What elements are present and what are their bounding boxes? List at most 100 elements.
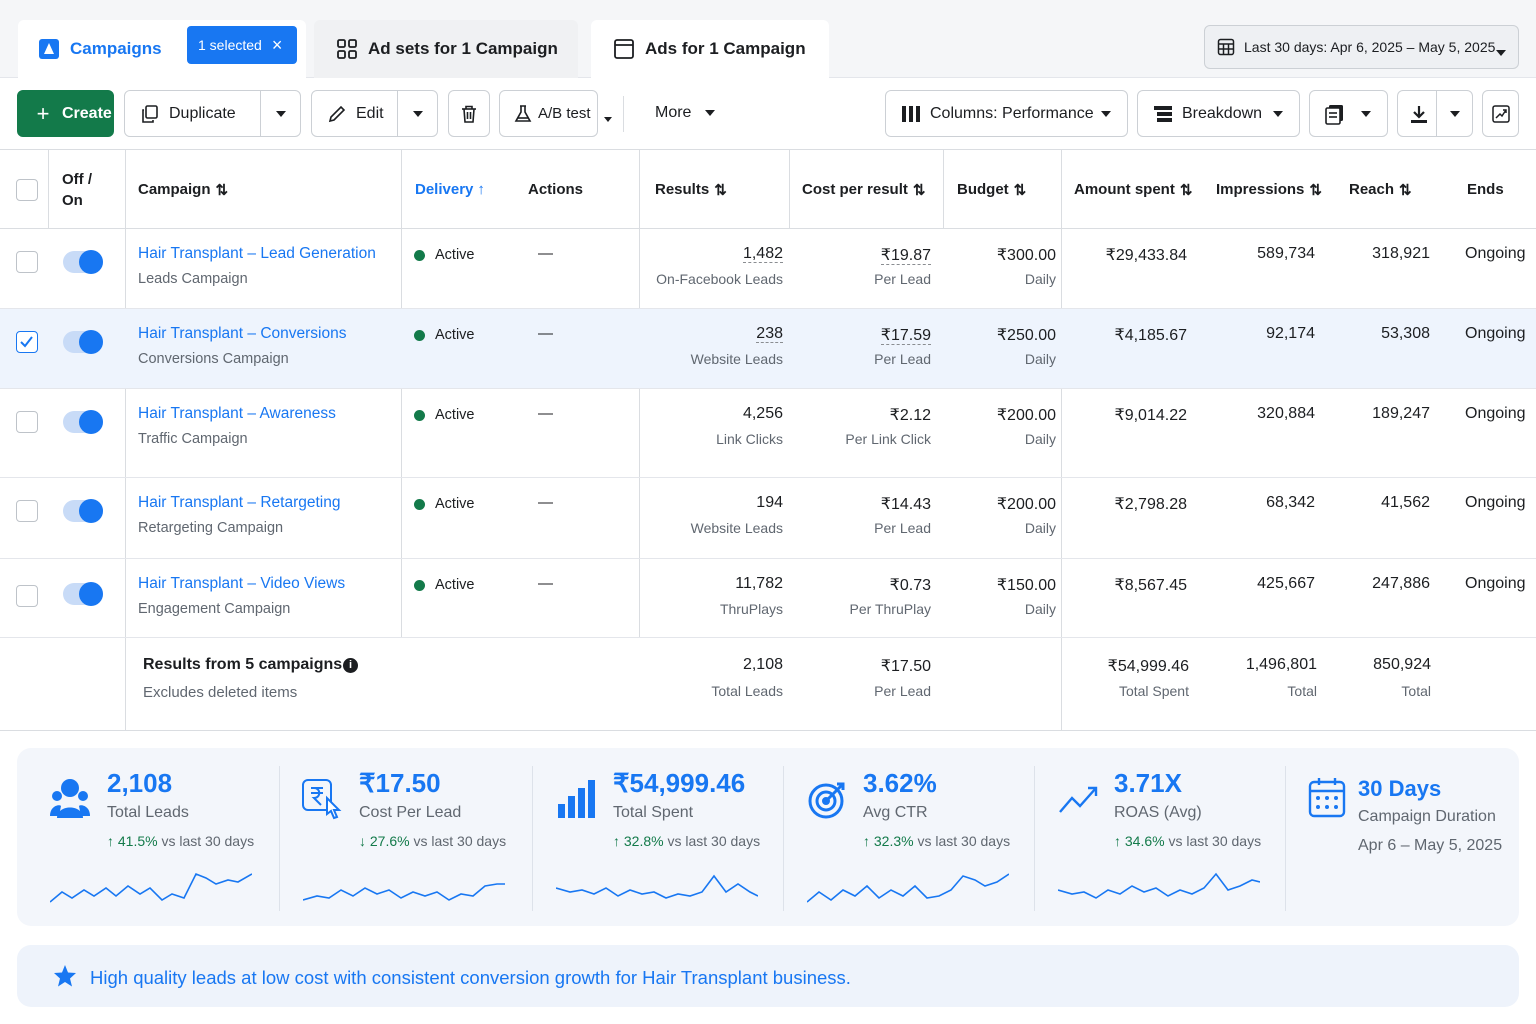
header-results[interactable]: Results ⇅: [655, 150, 727, 229]
header-actions-label: Actions: [528, 181, 584, 198]
campaign-toggle[interactable]: [63, 330, 103, 354]
duplicate-button[interactable]: Duplicate: [124, 90, 301, 137]
header-cost-per-result[interactable]: Cost per result ⇅: [802, 150, 925, 229]
stat-trend: ↑ 34.6% vs last 30 days: [1114, 833, 1261, 849]
duplicate-dropdown[interactable]: [260, 91, 301, 136]
amount-spent-value: ₹2,798.28: [1114, 496, 1187, 513]
ab-test-button[interactable]: A/B test: [499, 90, 598, 137]
table-row[interactable]: Hair Transplant – Lead Generation Leads …: [0, 229, 1536, 309]
total-amount-spent-type: Total Spent: [1118, 683, 1189, 699]
trend-text: vs last 30 days: [663, 833, 761, 849]
breakdown-button[interactable]: Breakdown: [1137, 90, 1300, 137]
column-divider: [401, 150, 402, 638]
toggle-knob: [79, 582, 103, 606]
campaign-table: Off / On Campaign ⇅ Delivery ↑ Actions R…: [0, 150, 1536, 731]
stat-divider: [1285, 766, 1286, 911]
trend-percent: 32.8%: [623, 833, 664, 849]
header-reach[interactable]: Reach ⇅: [1349, 150, 1412, 229]
ab-test-label: A/B test: [538, 105, 591, 122]
chevron-down-icon: [413, 110, 423, 117]
clear-selection-icon[interactable]: ×: [271, 35, 283, 55]
budget-type: Daily: [1024, 520, 1056, 536]
campaign-name-link[interactable]: Hair Transplant – Conversions: [138, 325, 347, 342]
budget-value: ₹200.00: [996, 496, 1056, 513]
trash-icon: [458, 103, 480, 125]
sort-icon: ⇅: [1309, 181, 1322, 199]
cost-per-result-type: Per ThruPlay: [849, 601, 931, 617]
more-button[interactable]: More: [655, 104, 716, 122]
sort-icon: ⇅: [1399, 181, 1412, 199]
reach-value: 318,921: [1372, 245, 1430, 262]
row-checkbox[interactable]: [16, 411, 38, 433]
tab-ads[interactable]: Ads for 1 Campaign: [591, 20, 829, 78]
row-checkbox[interactable]: [16, 500, 38, 522]
edit-dropdown[interactable]: [397, 91, 438, 136]
results-type: ThruPlays: [719, 601, 783, 617]
row-checkbox[interactable]: [16, 585, 38, 607]
date-range-picker[interactable]: Last 30 days: Apr 6, 2025 – May 5, 2025: [1204, 25, 1519, 69]
header-ends[interactable]: Ends: [1467, 150, 1504, 229]
calendar-icon: [1308, 778, 1346, 818]
header-impressions[interactable]: Impressions ⇅: [1216, 150, 1322, 229]
campaign-toggle[interactable]: [63, 250, 103, 274]
table-row[interactable]: Hair Transplant – Video Views Engagement…: [0, 559, 1536, 638]
chevron-down-icon: [1101, 111, 1111, 117]
duplicate-label: Duplicate: [169, 104, 236, 122]
sparkline: [556, 874, 758, 899]
table-row[interactable]: Hair Transplant – Conversions Conversion…: [0, 309, 1536, 389]
selected-chip-label: 1 selected: [198, 37, 262, 53]
campaign-name-link[interactable]: Hair Transplant – Retargeting: [138, 494, 341, 511]
results-type: Link Clicks: [716, 431, 783, 447]
tab-adsets[interactable]: Ad sets for 1 Campaign: [314, 20, 578, 78]
checkmark-icon: [20, 336, 33, 348]
campaign-name-link[interactable]: Hair Transplant – Lead Generation: [138, 245, 376, 262]
select-all-checkbox[interactable]: [16, 179, 38, 201]
total-impressions-type: Total: [1287, 683, 1317, 699]
reports-button[interactable]: [1309, 90, 1388, 137]
selected-chip[interactable]: 1 selected ×: [187, 26, 297, 64]
stat-trend: ↑ 41.5% vs last 30 days: [107, 833, 254, 849]
reach-value: 53,308: [1381, 325, 1430, 342]
ab-test-dropdown[interactable]: [604, 109, 612, 127]
amount-spent-value: ₹9,014.22: [1114, 407, 1187, 424]
campaign-name-link[interactable]: Hair Transplant – Awareness: [138, 405, 336, 422]
trend-arrow: ↓: [359, 833, 366, 849]
rupee-click-icon: [302, 779, 342, 820]
tab-campaigns-label: Campaigns: [70, 39, 162, 58]
header-campaign[interactable]: Campaign ⇅: [138, 150, 228, 229]
row-checkbox[interactable]: [16, 331, 38, 353]
impressions-value: 92,174: [1266, 325, 1315, 342]
stat-value: ₹17.50: [359, 768, 441, 798]
download-icon: [1408, 103, 1430, 125]
edit-button[interactable]: Edit: [311, 90, 438, 137]
table-row[interactable]: Hair Transplant – Awareness Traffic Camp…: [0, 389, 1536, 478]
calendar-table-icon: [1217, 38, 1235, 56]
sparkline: [1058, 872, 1260, 899]
sort-icon: ⇅: [714, 181, 727, 199]
results-type: Website Leads: [690, 351, 783, 367]
info-icon[interactable]: i: [343, 658, 358, 673]
delete-button[interactable]: [448, 90, 490, 137]
chevron-down-icon: [1361, 111, 1371, 117]
totals-title: Results from 5 campaigns: [143, 656, 343, 673]
toolbar-divider: [623, 96, 624, 132]
export-dropdown[interactable]: [1436, 91, 1473, 136]
toolbar: + Create Duplicate Edit A/B test More: [0, 78, 1536, 150]
campaign-toggle[interactable]: [63, 499, 103, 523]
campaign-name-link[interactable]: Hair Transplant – Video Views: [138, 575, 346, 592]
create-button[interactable]: + Create: [17, 90, 114, 137]
row-checkbox[interactable]: [16, 251, 38, 273]
campaign-toggle[interactable]: [63, 410, 103, 434]
chart-view-button[interactable]: [1482, 90, 1519, 137]
columns-button[interactable]: Columns: Performance: [885, 90, 1128, 137]
header-amount-spent[interactable]: Amount spent ⇅: [1074, 150, 1192, 229]
export-button[interactable]: [1397, 90, 1473, 137]
chevron-down-icon: [1496, 43, 1506, 59]
table-row[interactable]: Hair Transplant – Retargeting Retargetin…: [0, 478, 1536, 559]
header-budget[interactable]: Budget ⇅: [957, 150, 1026, 229]
header-delivery[interactable]: Delivery ↑: [415, 150, 485, 229]
stat-label: ROAS (Avg): [1114, 804, 1202, 821]
campaign-toggle[interactable]: [63, 582, 103, 606]
stat-label: Cost Per Lead: [359, 804, 462, 821]
stat-total-leads: 2,108 Total Leads ↑ 41.5% vs last 30 day…: [17, 748, 279, 926]
